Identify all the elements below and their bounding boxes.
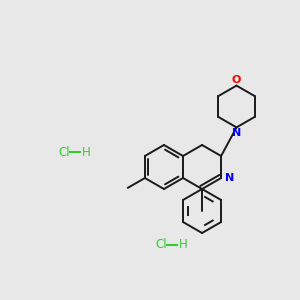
Text: N: N xyxy=(232,128,241,138)
Text: N: N xyxy=(225,173,234,183)
Text: H: H xyxy=(179,238,188,251)
Text: H: H xyxy=(82,146,91,158)
Text: Cl: Cl xyxy=(58,146,70,158)
Text: O: O xyxy=(232,75,241,85)
Text: Cl: Cl xyxy=(155,238,166,251)
